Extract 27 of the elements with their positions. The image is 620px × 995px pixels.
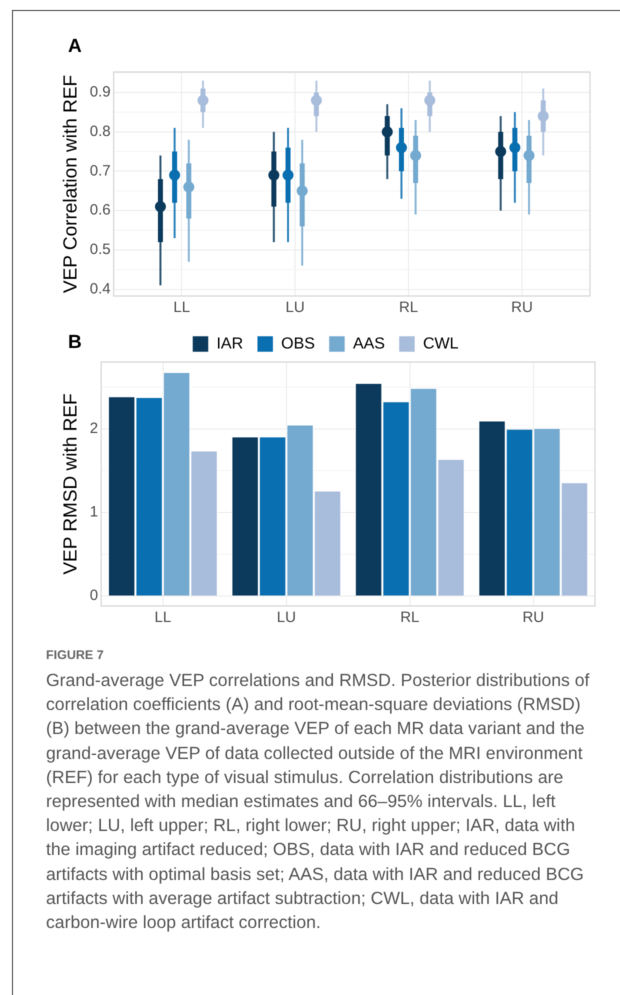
chart-title: B xyxy=(68,332,82,354)
x-tick-label: LU xyxy=(286,299,305,316)
x-tick-label: RL xyxy=(400,609,420,626)
x-tick-label: RU xyxy=(522,609,544,626)
x-tick-label: RU xyxy=(511,299,533,316)
x-tick-label: RL xyxy=(398,299,418,316)
chart-title: A xyxy=(68,36,82,58)
y-axis-title: VEP RMSD with REF xyxy=(60,393,82,575)
legend-label: CWL xyxy=(422,335,459,352)
y-tick-label: 0 xyxy=(90,587,98,604)
y-tick-label: 0.6 xyxy=(90,202,111,219)
x-tick-label: LU xyxy=(276,609,296,626)
caption: FIGURE 7 xyxy=(46,648,104,662)
y-tick-label: 0.8 xyxy=(90,122,111,140)
y-axis-title: VEP Correlation with REF xyxy=(60,74,82,294)
y-tick-label: 1 xyxy=(90,504,98,521)
x-tick-label: LL xyxy=(154,609,172,626)
y-tick-label: 0.7 xyxy=(90,162,111,180)
x-tick-label: LL xyxy=(173,299,190,316)
legend-label: IAR xyxy=(216,335,244,352)
text: Grand-average VEP correlations and RMSD. Posterior distributions of correlation coefficients (A) and root-mean-square deviations (RMSD) (B) between the grand-average VEP of each MR data variant and the grand-average VEP of data collected outside of the MRI environment (REF) for each type of visual stimulus. Correlation distributions are represented with median estimates and 66–95% intervals. LL, left lower; LU, left upper; RL, right lower; RU, right upper; IAR, data with the imaging artifact reduced; OBS, data with IAR and reduced BCG artifacts with optimal basis set; AAS, data with IAR and reduced BCG artifacts with average artifact subtraction; CWL, data with IAR and carbon-wire loop artifact correction. xyxy=(46,670,590,932)
y-tick-label: 2 xyxy=(90,420,98,437)
y-tick-label: 0.4 xyxy=(90,280,111,298)
legend-label: AAS xyxy=(352,335,385,352)
y-tick-label: 0.5 xyxy=(90,241,111,258)
y-tick-label: 0.9 xyxy=(90,84,111,101)
legend-label: OBS xyxy=(281,335,315,352)
